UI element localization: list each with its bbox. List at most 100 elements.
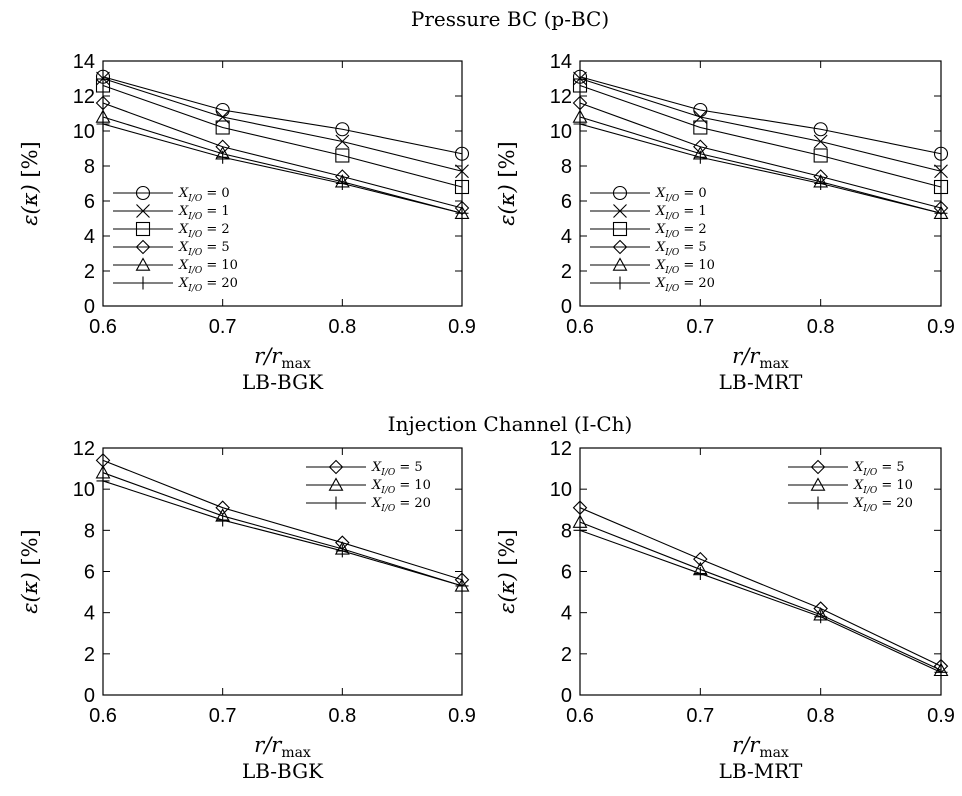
series-line xyxy=(579,507,942,667)
x-tick-label: 0.8 xyxy=(807,316,835,338)
data-point xyxy=(335,544,349,558)
data-point xyxy=(933,179,949,195)
y-tick-label: 6 xyxy=(561,562,572,584)
legend-label: XI/O = 20 xyxy=(178,276,238,294)
legend-label: XI/O = 10 xyxy=(655,258,715,276)
data-point xyxy=(693,120,708,135)
y-tick-label: 0 xyxy=(84,685,95,707)
y-tick-label: 4 xyxy=(84,603,95,625)
data-point xyxy=(455,579,469,593)
y-tick-label: 10 xyxy=(73,121,95,143)
data-point xyxy=(693,567,707,581)
legend-marker xyxy=(135,221,151,237)
y-axis-label: ε(κ) [%] xyxy=(18,141,42,225)
panel-name: LB-BGK xyxy=(242,759,324,783)
data-point xyxy=(215,120,230,135)
data-point xyxy=(216,150,230,164)
data-point xyxy=(216,513,230,527)
x-tick-label: 0.7 xyxy=(686,316,714,338)
data-point xyxy=(814,610,828,624)
y-axis-label: ε(κ) [%] xyxy=(495,529,519,613)
y-tick-label: 12 xyxy=(73,86,95,108)
legend-marker xyxy=(135,239,151,255)
x-tick-label: 0.6 xyxy=(566,705,594,727)
y-tick-label: 12 xyxy=(73,438,95,460)
y-tick-label: 2 xyxy=(84,644,95,666)
y-tick-label: 12 xyxy=(550,438,572,460)
x-tick-label: 0.8 xyxy=(807,705,835,727)
data-point xyxy=(814,177,828,190)
data-point xyxy=(573,523,587,537)
series-line xyxy=(102,123,463,214)
data-point xyxy=(933,146,949,161)
plot-frame xyxy=(579,60,942,307)
legend-label: XI/O = 10 xyxy=(853,478,913,496)
y-tick-label: 8 xyxy=(561,156,572,178)
data-point xyxy=(934,164,948,179)
data-point xyxy=(335,177,349,190)
legend-label: XI/O = 2 xyxy=(655,222,707,240)
plot-frame xyxy=(102,60,463,307)
legend-label: XI/O = 1 xyxy=(178,204,230,222)
panel-name: LB-BGK xyxy=(242,370,324,394)
data-point xyxy=(95,78,111,93)
legend-label: XI/O = 5 xyxy=(853,460,905,478)
y-tick-label: 14 xyxy=(73,51,95,73)
data-point xyxy=(335,134,350,149)
series-line xyxy=(102,459,463,581)
x-axis-label: r/rmax xyxy=(254,344,311,372)
series-line xyxy=(102,102,463,209)
series-line xyxy=(579,521,942,671)
panel-name: LB-MRT xyxy=(719,759,803,783)
legend-label: XI/O = 10 xyxy=(178,258,238,276)
y-tick-label: 10 xyxy=(550,121,572,143)
legend-marker xyxy=(810,477,826,491)
y-tick-label: 2 xyxy=(84,261,95,283)
y-axis-label: ε(κ) [%] xyxy=(18,529,42,613)
data-point xyxy=(813,122,828,137)
series-line xyxy=(579,529,942,673)
legend-label: XI/O = 20 xyxy=(371,496,431,514)
legend-marker xyxy=(810,459,826,475)
data-point xyxy=(455,164,469,179)
legend-marker xyxy=(135,257,151,271)
data-point xyxy=(693,150,707,164)
y-tick-label: 6 xyxy=(561,191,572,213)
y-tick-label: 0 xyxy=(561,685,572,707)
legend-marker xyxy=(613,276,627,290)
data-point xyxy=(455,206,469,220)
legend-label: XI/O = 20 xyxy=(853,496,913,514)
series-line xyxy=(102,76,463,155)
panel-name: LB-MRT xyxy=(719,370,803,394)
legend-label: XI/O = 10 xyxy=(371,478,431,496)
y-tick-label: 2 xyxy=(561,261,572,283)
legend-label: XI/O = 0 xyxy=(655,186,707,204)
legend-marker xyxy=(612,185,628,201)
y-axis-label: ε(κ) [%] xyxy=(495,141,519,225)
x-tick-label: 0.9 xyxy=(927,316,955,338)
y-tick-label: 14 xyxy=(550,51,572,73)
legend-label: XI/O = 5 xyxy=(178,240,230,258)
x-tick-label: 0.6 xyxy=(89,316,117,338)
x-tick-label: 0.9 xyxy=(448,316,476,338)
x-axis-label: r/rmax xyxy=(254,733,311,761)
x-axis-label: r/rmax xyxy=(732,344,789,372)
data-point xyxy=(215,110,230,124)
data-point xyxy=(95,69,111,84)
y-tick-label: 4 xyxy=(84,226,95,248)
data-point xyxy=(934,206,948,220)
x-tick-label: 0.6 xyxy=(89,705,117,727)
section-title-top: Pressure BC (p-BC) xyxy=(411,7,609,31)
data-point xyxy=(572,69,588,84)
y-tick-label: 0 xyxy=(561,296,572,318)
y-tick-label: 6 xyxy=(84,562,95,584)
x-tick-label: 0.8 xyxy=(328,705,356,727)
legend-label: XI/O = 5 xyxy=(655,240,707,258)
legend-label: XI/O = 0 xyxy=(178,186,230,204)
series-line xyxy=(579,77,942,172)
data-point xyxy=(96,474,110,488)
legend-marker xyxy=(613,204,627,218)
series-line xyxy=(102,472,463,587)
y-tick-label: 8 xyxy=(561,520,572,542)
x-tick-label: 0.7 xyxy=(209,705,237,727)
